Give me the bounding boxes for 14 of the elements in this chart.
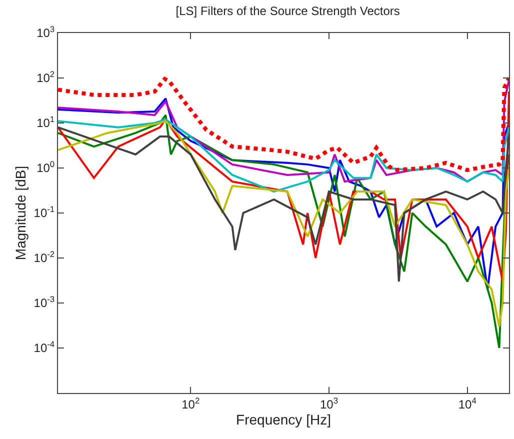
x-tick-label: 10$^{4}$ xyxy=(458,395,477,412)
y-axis-title: Magnitude [dB] xyxy=(12,166,28,260)
y-tick-label: 10$^{-3}$ xyxy=(34,294,55,310)
y-tick-label: 10$^{2}$ xyxy=(36,69,55,86)
y-tick-label: 10$^{-2}$ xyxy=(34,249,55,266)
y-tick-label: 10$^{0}$ xyxy=(36,159,55,176)
y-tick-label: 10$^{3}$ xyxy=(36,24,55,40)
x-tick-label: 10$^{2}$ xyxy=(182,395,200,412)
y-tick-label: 10$^{1}$ xyxy=(36,114,55,130)
x-tick-label: 10$^{3}$ xyxy=(320,395,338,412)
x-axis-title: Frequency [Hz] xyxy=(236,412,331,428)
y-tick-label: 10$^{-4}$ xyxy=(34,339,55,356)
chart-title: [LS] Filters of the Source Strength Vectors xyxy=(176,4,400,18)
y-tick-label: 10$^{-1}$ xyxy=(34,204,55,220)
